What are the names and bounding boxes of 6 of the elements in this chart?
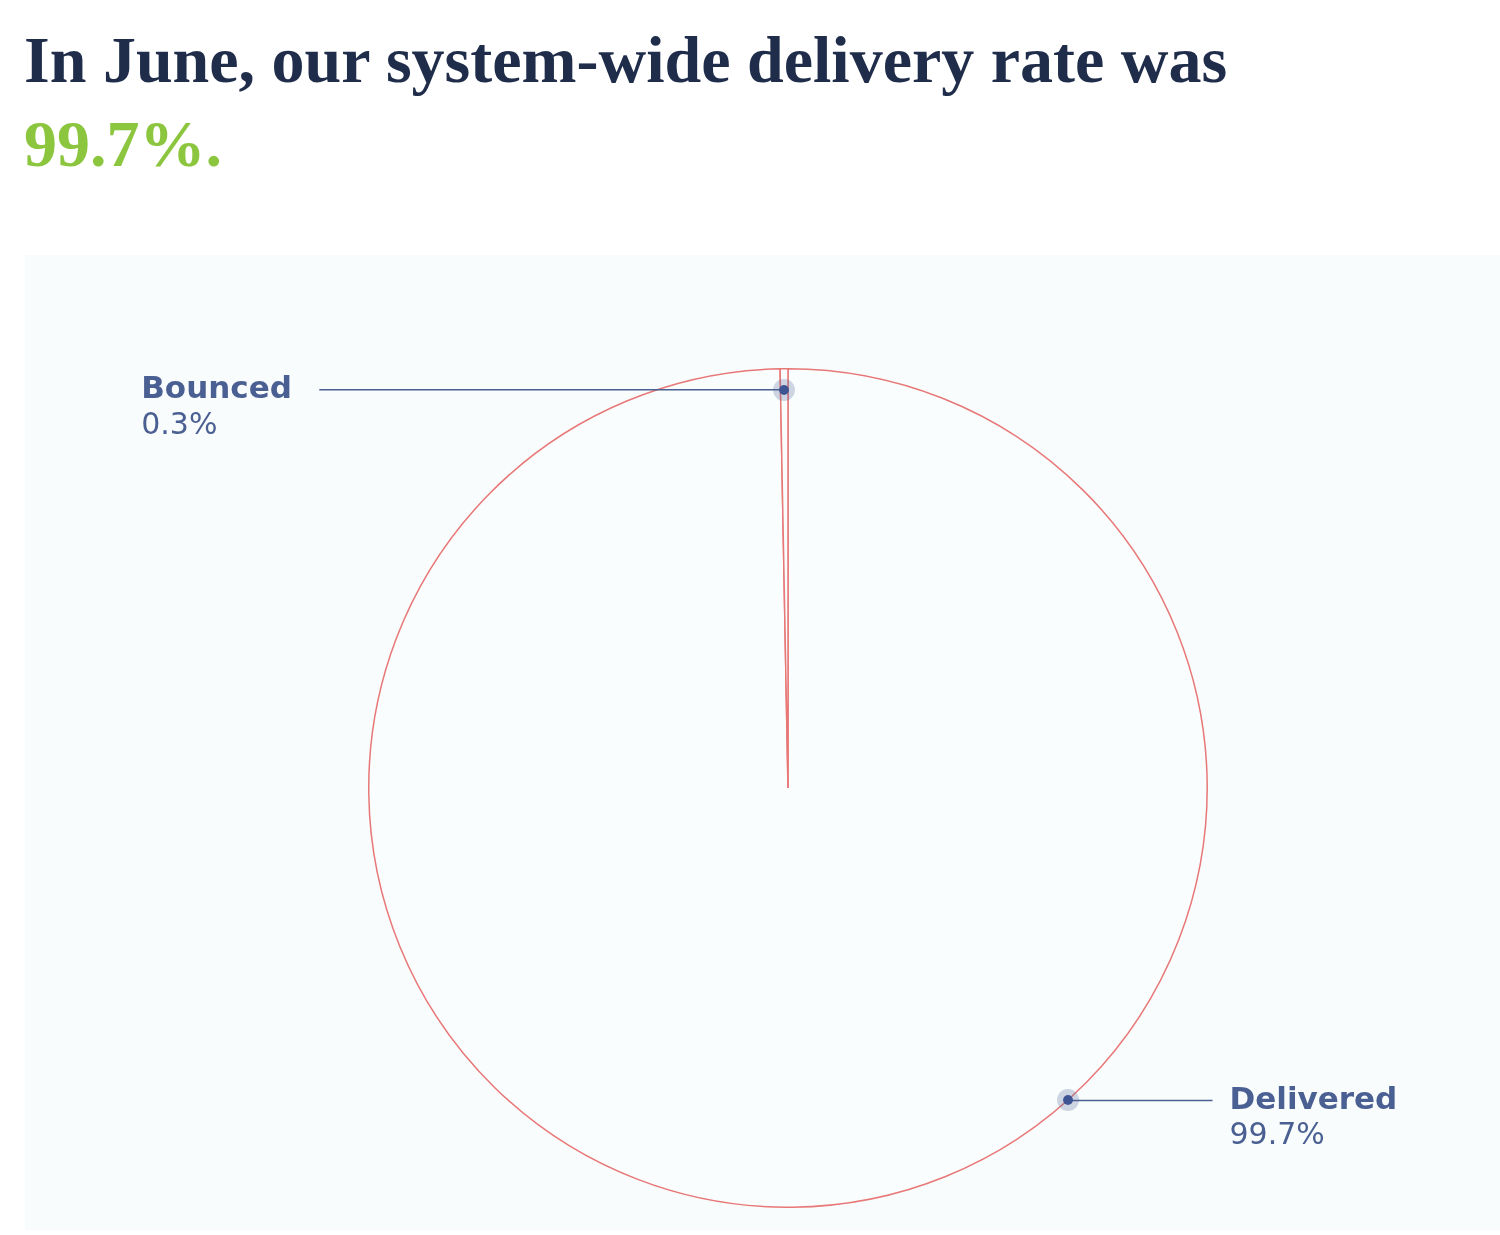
slice-label: Delivered (1229, 1079, 1398, 1116)
chart-subtitle: 99.7%. (24, 106, 222, 182)
slice-label: Bounced (141, 368, 292, 405)
data-label: 0.3% (141, 405, 218, 441)
data-label: 99.7% (1229, 1116, 1325, 1152)
chart-title: In June, our system-wide delivery rate was (24, 22, 1228, 98)
